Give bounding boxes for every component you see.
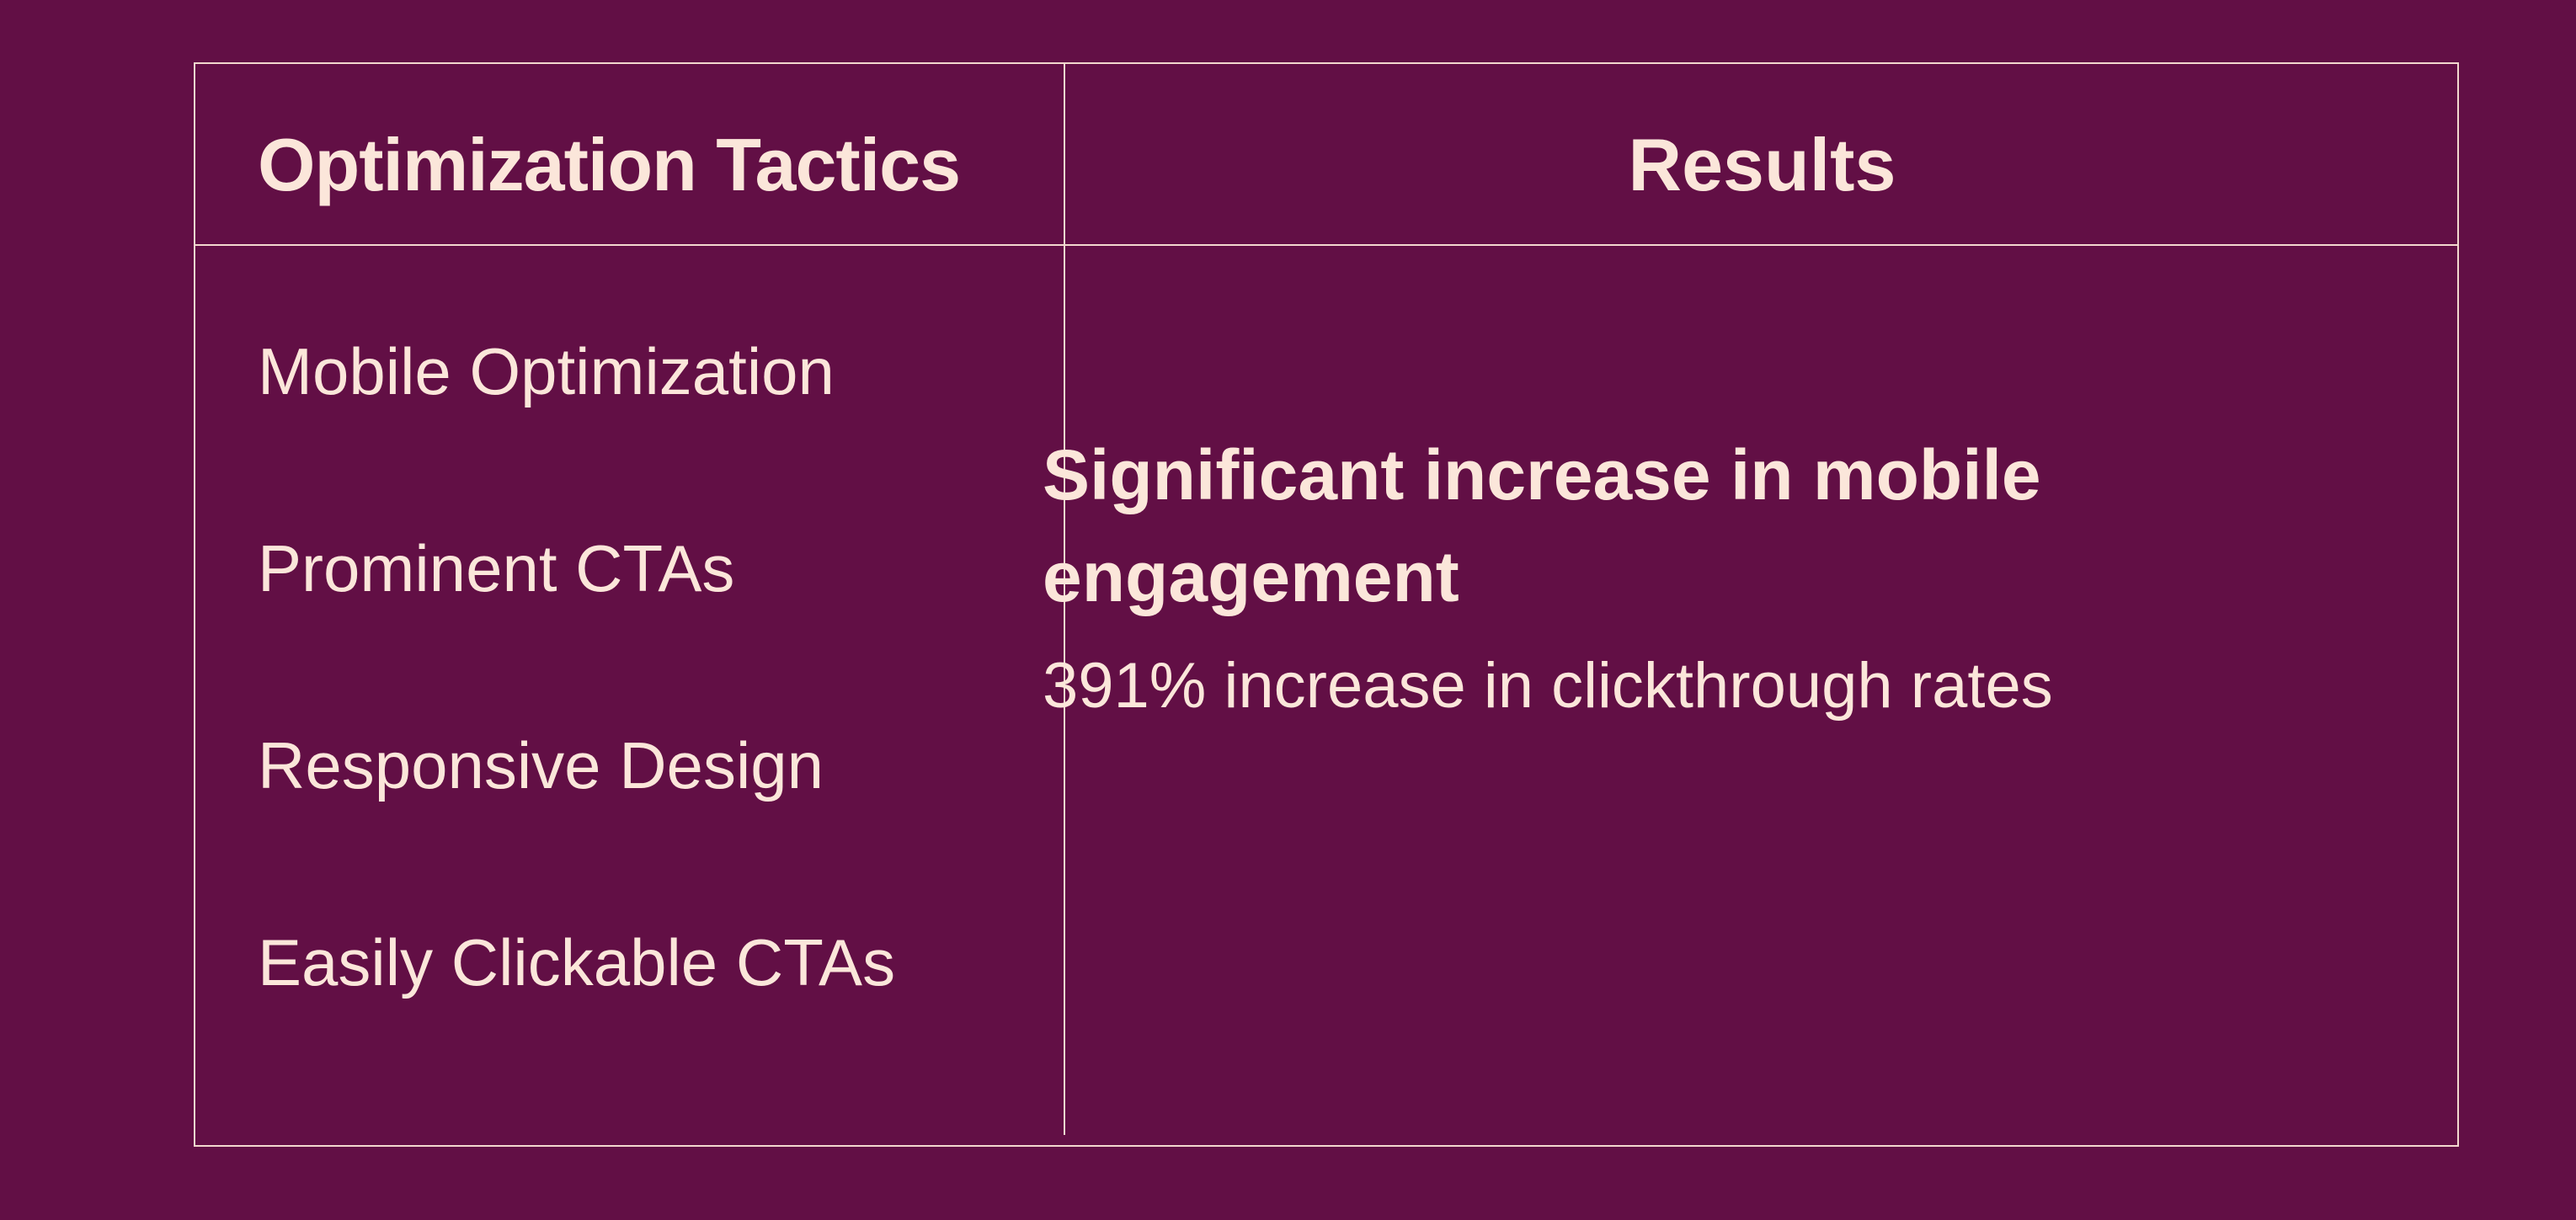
results-column-header: Results xyxy=(1628,123,1896,206)
tactic-item: Responsive Design xyxy=(258,728,824,802)
results-table: Optimization Tactics Results Mobile Opti… xyxy=(194,62,2459,1147)
results-content: Significant increase in mobile engagemen… xyxy=(1043,424,2213,733)
tactic-item: Mobile Optimization xyxy=(258,334,835,408)
column-divider xyxy=(1064,64,1065,1135)
tactic-item: Easily Clickable CTAs xyxy=(258,925,896,999)
tactics-list: Mobile Optimization Prominent CTAs Respo… xyxy=(258,317,1049,1105)
result-headline: Significant increase in mobile engagemen… xyxy=(1043,435,2041,616)
result-detail: 391% increase in clickthrough rates xyxy=(1043,650,2053,722)
tactic-item: Prominent CTAs xyxy=(258,531,735,605)
tactics-column-header: Optimization Tactics xyxy=(258,123,961,206)
header-divider xyxy=(195,244,2457,246)
